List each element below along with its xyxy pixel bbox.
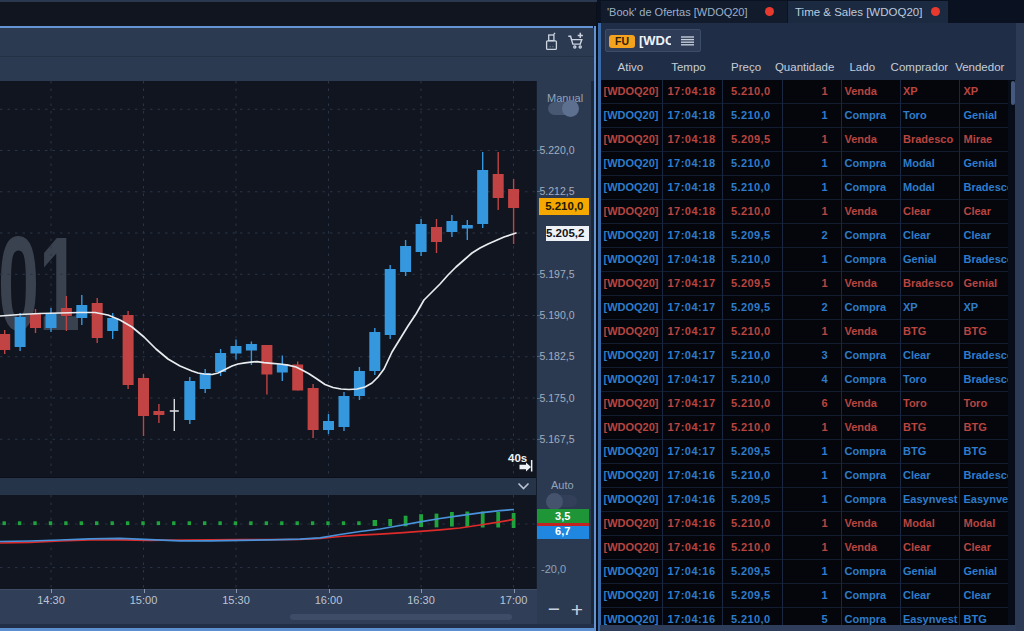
svg-text:01: 01: [0, 210, 80, 358]
